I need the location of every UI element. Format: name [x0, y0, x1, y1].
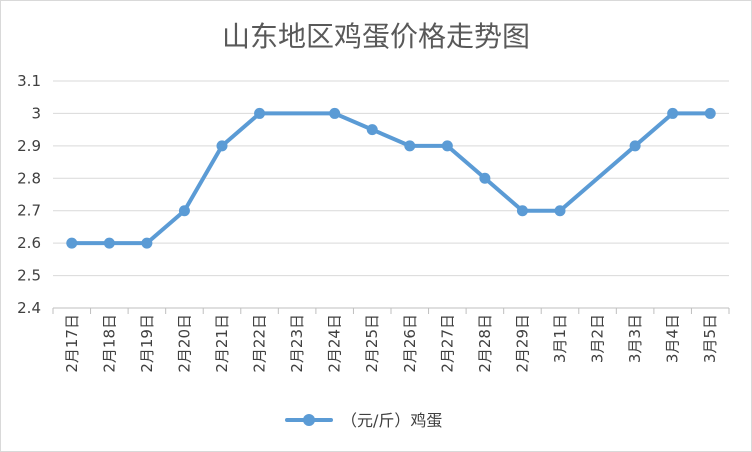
x-tick-label: 2月17日: [63, 314, 81, 373]
series-line-segment: [182, 143, 224, 213]
data-point: [516, 205, 528, 217]
series-line-segment: [445, 143, 487, 181]
x-tick-label: 2月29日: [513, 314, 531, 373]
data-point: [366, 124, 378, 136]
x-tick-label: 3月4日: [664, 314, 682, 363]
series-line-segment: [370, 127, 412, 148]
chart-title: 山东地区鸡蛋价格走势图: [222, 20, 530, 53]
x-tick-label: 2月21日: [213, 314, 231, 373]
x-tick-label: 3月3日: [626, 314, 644, 363]
data-point: [479, 172, 491, 184]
data-point: [704, 107, 716, 119]
legend: （元/斤）鸡蛋: [285, 411, 442, 430]
data-point: [216, 140, 228, 152]
x-tick-label: 3月1日: [551, 314, 569, 363]
x-tick-label: 2月20日: [175, 314, 193, 373]
series-line-segment: [332, 111, 375, 132]
grid-layer: [52, 80, 730, 314]
y-tick-label: 2.8: [17, 169, 41, 187]
y-tick-label: 3.1: [17, 72, 41, 90]
y-tick-label: 3: [31, 104, 41, 122]
x-tick-label: 2月23日: [288, 314, 306, 373]
series-line-segment: [220, 111, 262, 148]
x-tick-label: 2月28日: [476, 314, 494, 373]
x-tick-label: 2月25日: [363, 314, 381, 373]
x-tick-label: 2月19日: [138, 314, 156, 373]
y-tick-label: 2.4: [17, 299, 41, 317]
series-line-segment: [482, 176, 525, 213]
series-line-segment: [633, 111, 675, 148]
data-point: [629, 140, 641, 152]
data-point: [254, 107, 266, 119]
y-tick-label: 2.9: [17, 137, 41, 155]
x-tick-label: 2月18日: [100, 314, 118, 373]
x-tick-label: 2月27日: [438, 314, 456, 373]
x-tick-label: 2月24日: [326, 314, 344, 373]
y-axis-ticks: 2.4 2.5 2.6 2.7 2.8 2.9 3 3.1: [17, 72, 41, 317]
x-tick-label: 2月26日: [401, 314, 419, 373]
x-tick-label: 3月2日: [589, 314, 607, 363]
data-point: [329, 107, 341, 119]
series-line-segment: [144, 208, 187, 246]
series-line-segment: [558, 143, 638, 213]
data-point: [554, 205, 566, 217]
legend-label: （元/斤）鸡蛋: [341, 411, 442, 430]
x-tick-label: 2月22日: [251, 314, 269, 373]
legend-point-marker: [303, 414, 315, 426]
data-point: [103, 237, 115, 249]
data-point: [441, 140, 453, 152]
data-point: [667, 107, 679, 119]
series-layer: [66, 107, 716, 249]
x-tick-label: 3月5日: [701, 314, 719, 363]
y-tick-label: 2.6: [17, 234, 41, 252]
x-axis-ticks: 2月17日 2月18日 2月19日 2月20日 2月21日 2月22日 2月23日 2月24日…: [63, 314, 719, 373]
data-point: [178, 205, 190, 217]
data-point: [404, 140, 416, 152]
data-point: [141, 237, 153, 249]
data-point: [66, 237, 78, 249]
y-tick-label: 2.5: [17, 267, 41, 285]
y-tick-label: 2.7: [17, 202, 41, 220]
